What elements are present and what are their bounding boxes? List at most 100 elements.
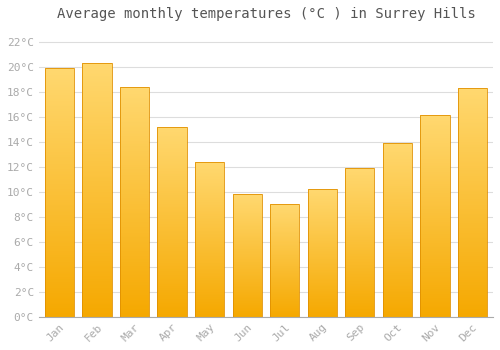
Bar xyxy=(382,150,412,151)
Bar xyxy=(45,285,74,286)
Bar xyxy=(270,271,300,272)
Bar xyxy=(45,85,74,86)
Bar xyxy=(120,205,149,206)
Bar xyxy=(45,270,74,271)
Bar xyxy=(158,235,186,236)
Bar xyxy=(345,287,374,288)
Bar xyxy=(420,241,450,242)
Bar xyxy=(308,315,337,316)
Bar xyxy=(158,204,186,205)
Bar xyxy=(45,190,74,191)
Bar xyxy=(120,142,149,143)
Bar xyxy=(382,266,412,267)
Bar xyxy=(45,180,74,181)
Bar xyxy=(232,245,262,246)
Bar xyxy=(308,216,337,217)
Bar xyxy=(45,274,74,276)
Bar xyxy=(82,158,112,159)
Bar xyxy=(120,202,149,203)
Bar xyxy=(232,286,262,287)
Bar xyxy=(158,208,186,209)
Bar xyxy=(458,273,487,274)
Bar xyxy=(120,160,149,161)
Bar xyxy=(82,240,112,242)
Bar xyxy=(458,184,487,185)
Bar xyxy=(382,299,412,300)
Bar xyxy=(158,272,186,273)
Bar xyxy=(458,316,487,317)
Bar xyxy=(82,102,112,104)
Bar xyxy=(458,120,487,121)
Bar xyxy=(158,218,186,219)
Bar xyxy=(345,216,374,217)
Bar xyxy=(158,151,186,152)
Bar xyxy=(345,186,374,187)
Bar xyxy=(82,219,112,220)
Bar xyxy=(420,315,450,316)
Bar xyxy=(45,130,74,131)
Bar xyxy=(382,270,412,271)
Bar xyxy=(458,200,487,201)
Bar xyxy=(195,200,224,201)
Bar xyxy=(120,266,149,267)
Bar xyxy=(120,181,149,182)
Bar xyxy=(45,159,74,160)
Bar xyxy=(232,251,262,252)
Bar xyxy=(458,153,487,154)
Bar xyxy=(195,184,224,185)
Bar xyxy=(345,228,374,229)
Bar xyxy=(420,278,450,279)
Bar xyxy=(120,135,149,136)
Bar xyxy=(158,260,186,261)
Bar xyxy=(45,80,74,82)
Bar xyxy=(382,241,412,242)
Bar xyxy=(82,237,112,238)
Bar xyxy=(120,91,149,92)
Bar xyxy=(120,129,149,130)
Bar xyxy=(308,287,337,288)
Bar xyxy=(82,161,112,162)
Bar xyxy=(45,120,74,121)
Bar xyxy=(420,286,450,287)
Bar xyxy=(420,149,450,150)
Bar xyxy=(308,261,337,262)
Bar xyxy=(45,103,74,104)
Bar xyxy=(45,303,74,304)
Bar xyxy=(232,290,262,291)
Bar xyxy=(195,249,224,250)
Bar xyxy=(458,91,487,92)
Bar xyxy=(158,264,186,265)
Bar xyxy=(232,207,262,208)
Bar xyxy=(420,271,450,272)
Bar xyxy=(420,140,450,141)
Bar xyxy=(420,185,450,186)
Bar xyxy=(45,68,74,69)
Bar xyxy=(420,195,450,196)
Bar xyxy=(45,145,74,146)
Bar xyxy=(458,253,487,254)
Bar xyxy=(158,147,186,148)
Bar xyxy=(158,205,186,206)
Bar xyxy=(158,163,186,164)
Bar xyxy=(45,316,74,317)
Bar xyxy=(232,310,262,311)
Bar xyxy=(45,79,74,80)
Bar xyxy=(270,274,300,275)
Bar xyxy=(45,278,74,279)
Bar xyxy=(45,204,74,205)
Bar xyxy=(382,203,412,204)
Bar xyxy=(458,98,487,99)
Bar xyxy=(120,90,149,91)
Bar xyxy=(82,154,112,155)
Bar xyxy=(45,181,74,182)
Bar xyxy=(45,175,74,176)
Bar xyxy=(308,225,337,226)
Bar xyxy=(158,242,186,243)
Bar xyxy=(382,282,412,283)
Bar xyxy=(308,202,337,203)
Bar xyxy=(458,301,487,302)
Bar xyxy=(458,280,487,281)
Bar xyxy=(195,288,224,289)
Bar xyxy=(120,255,149,256)
Bar xyxy=(458,309,487,310)
